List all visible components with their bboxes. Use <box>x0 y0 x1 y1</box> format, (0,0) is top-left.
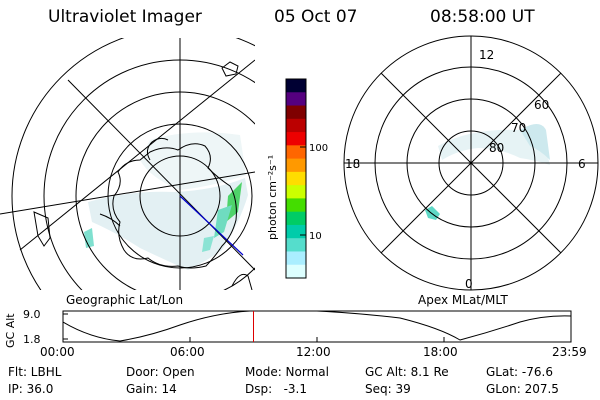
colorbar-segment <box>286 92 306 107</box>
alt-x-tick-1200: 12:00 <box>296 345 331 359</box>
aurora-emission-left <box>84 132 248 270</box>
status-mode: Mode: Normal <box>245 365 329 379</box>
status-gc-alt: GC Alt: 8.1 Re <box>365 365 449 379</box>
alt-y-tick-high: 9.0 <box>23 308 41 321</box>
mlt-label-18: 18 <box>345 157 360 171</box>
status-dsp: Dsp: -3.1 <box>245 382 308 396</box>
geographic-map <box>0 38 255 290</box>
mlat-label-70: 70 <box>511 121 526 135</box>
coastlines <box>33 61 253 290</box>
altitude-curve <box>63 311 571 342</box>
status-seq: Seq: 39 <box>365 382 411 396</box>
status-glat: GLat: -76.6 <box>486 365 553 379</box>
colorbar-segment <box>286 251 306 266</box>
mlat-label-60: 60 <box>534 98 549 112</box>
magnetic-polar-plot: 12 18 6 0 60 70 80 <box>343 35 599 291</box>
colorbar-segment <box>286 79 306 93</box>
colorbar-segment <box>286 171 306 186</box>
status-filter: Flt: LBHL <box>8 365 62 379</box>
status-gain: Gain: 14 <box>126 382 177 396</box>
alt-x-tick-0000: 00:00 <box>40 345 75 359</box>
aurora-emission-right <box>438 129 550 165</box>
colorbar-segment <box>286 264 306 279</box>
colorbar-segment <box>286 158 306 173</box>
colorbar-segment <box>286 224 306 239</box>
status-glon: GLon: 207.5 <box>486 382 559 396</box>
longitude-lines <box>0 38 255 290</box>
colorbar-tick-100: 100 <box>309 143 328 154</box>
instrument-title: Ultraviolet Imager <box>48 7 202 27</box>
status-door: Door: Open <box>126 365 195 379</box>
right-map-caption: Apex MLat/MLT <box>418 293 508 307</box>
left-map-caption: Geographic Lat/Lon <box>66 293 183 307</box>
mlt-label-6: 6 <box>578 157 586 171</box>
orbit-track <box>179 195 244 256</box>
alt-x-tick-2359: 23:59 <box>552 345 587 359</box>
status-ip: IP: 36.0 <box>8 382 54 396</box>
mlat-label-80: 80 <box>489 141 504 155</box>
time-label: 08:58:00 UT <box>430 7 535 27</box>
alt-x-tick-0600: 06:00 <box>170 345 205 359</box>
colorbar-segment <box>286 145 306 160</box>
colorbar-segment <box>286 238 306 253</box>
mlt-label-0: 0 <box>465 277 473 291</box>
colorbar-unit-label: photon cm⁻²s⁻¹ <box>266 155 279 240</box>
altitude-plot: 9.0 1.8 GC Alt 00:00 06:00 12:00 18:00 2… <box>4 308 587 359</box>
colorbar-segment <box>286 185 306 199</box>
colorbar: 100 10 photon cm⁻²s⁻¹ <box>266 78 328 279</box>
alt-y-label: GC Alt <box>4 313 17 348</box>
colorbar-segment <box>286 132 306 146</box>
date-label: 05 Oct 07 <box>274 7 358 27</box>
colorbar-tick-10: 10 <box>309 231 322 242</box>
alt-y-tick-low: 1.8 <box>23 333 41 346</box>
alt-x-tick-1800: 18:00 <box>423 345 458 359</box>
colorbar-segment <box>286 198 306 213</box>
colorbar-segment <box>286 211 306 226</box>
colorbar-segment <box>286 118 306 133</box>
colorbar-segment <box>286 105 306 120</box>
mlt-label-12: 12 <box>479 48 494 62</box>
